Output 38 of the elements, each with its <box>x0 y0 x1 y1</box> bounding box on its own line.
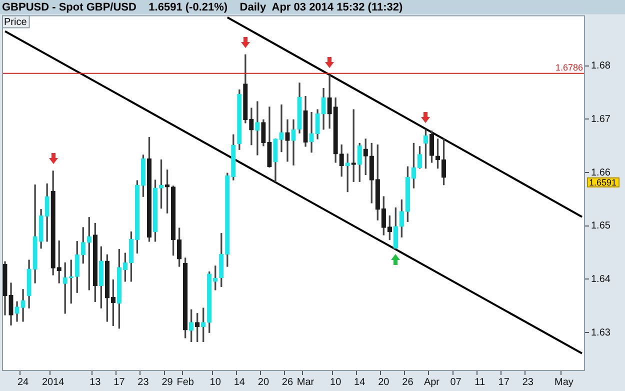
y-tick-label: 1.68 <box>591 60 611 72</box>
candlestick <box>279 104 284 152</box>
candlestick <box>309 112 314 153</box>
x-tick-label: 23 <box>138 376 150 388</box>
x-tick-label: 13 <box>90 376 102 388</box>
x-tick-label: 17 <box>114 376 126 388</box>
x-tick-label: 2014 <box>42 376 65 388</box>
y-tick-label: 1.65 <box>591 220 611 232</box>
x-tick-label: 07 <box>450 376 462 388</box>
x-tick-label: 29 <box>162 376 174 388</box>
candlestick <box>255 101 260 156</box>
x-tick-label: 10 <box>210 376 222 388</box>
x-tick-label: 24 <box>17 376 30 388</box>
candlestick <box>285 119 290 162</box>
candlestick <box>291 119 296 166</box>
x-tick-label: 11 <box>474 376 486 388</box>
y-tick-label: 1.67 <box>591 114 611 125</box>
x-tick-label: 14 <box>234 376 246 388</box>
x-tick-label: 26 <box>282 376 294 388</box>
x-tick-label: 14 <box>354 376 366 388</box>
x-tick-label: 20 <box>378 376 390 388</box>
text: 1.6591 <box>589 177 617 188</box>
candlestick <box>20 289 26 322</box>
annotation: Price <box>4 16 28 28</box>
x-tick-label: Mar <box>296 376 315 388</box>
y-tick-label: 1.66 <box>591 167 611 178</box>
chart-title: GBPUSD - Spot GBP/USD 1.6591 (-0.21%) Daily Apr 03 2014 15:32 (11:32) <box>2 2 403 14</box>
y-tick-label: 1.63 <box>591 327 611 338</box>
x-tick-label: 17 <box>498 376 510 388</box>
x-tick-label: Apr <box>424 376 440 388</box>
x-tick-label: 10 <box>330 376 342 388</box>
x-tick-label: 20 <box>258 376 270 388</box>
x-tick-label: 23 <box>522 376 534 388</box>
x-tick-label: Feb <box>176 376 194 388</box>
y-tick-label: 1.64 <box>591 274 611 285</box>
x-tick-label: 26 <box>402 376 414 388</box>
ref-line-label: 1.6786 <box>555 62 583 72</box>
x-tick-label: May <box>554 376 574 388</box>
